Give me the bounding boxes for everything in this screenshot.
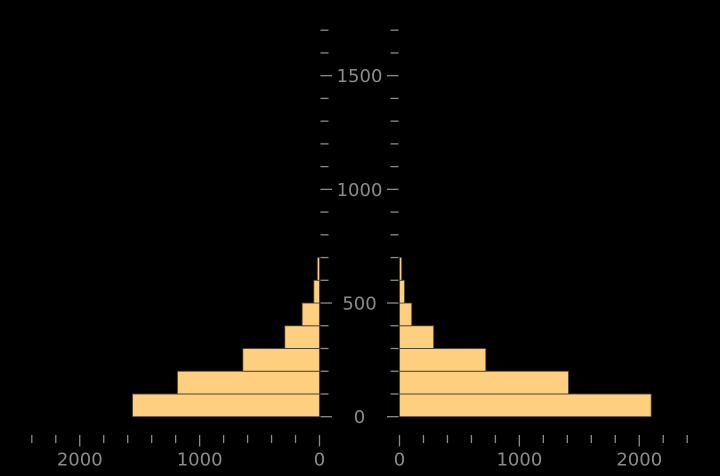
bar-left-bin600-700 xyxy=(316,257,320,281)
bar-left-bin100-200 xyxy=(176,370,320,395)
bar-right-bin300-400 xyxy=(399,325,435,349)
x-tick-label: 2000 xyxy=(616,450,662,471)
y-tick-label: 500 xyxy=(342,294,376,315)
y-tick-label: 1000 xyxy=(337,180,383,201)
x-tick-label: 0 xyxy=(314,450,325,471)
bar-left-bin500-600 xyxy=(313,279,320,304)
y-tick-label: 0 xyxy=(354,407,365,428)
x-tick-label: 1000 xyxy=(177,450,223,471)
bar-right-bin0-100 xyxy=(399,393,652,418)
bar-right-bin600-700 xyxy=(399,257,403,281)
bar-left-bin200-300 xyxy=(242,348,320,372)
bar-left-bin0-100 xyxy=(132,393,320,418)
x-tick-label: 1000 xyxy=(496,450,542,471)
bar-right-bin400-500 xyxy=(399,302,413,327)
bar-left-bin400-500 xyxy=(301,302,320,327)
x-tick-label: 2000 xyxy=(57,450,103,471)
y-tick-label: 1500 xyxy=(337,66,383,87)
bar-right-bin500-600 xyxy=(399,279,405,304)
bar-left-bin300-400 xyxy=(284,325,320,349)
bar-right-bin200-300 xyxy=(399,348,487,372)
bar-right-bin100-200 xyxy=(399,370,569,395)
x-tick-label: 0 xyxy=(394,450,405,471)
